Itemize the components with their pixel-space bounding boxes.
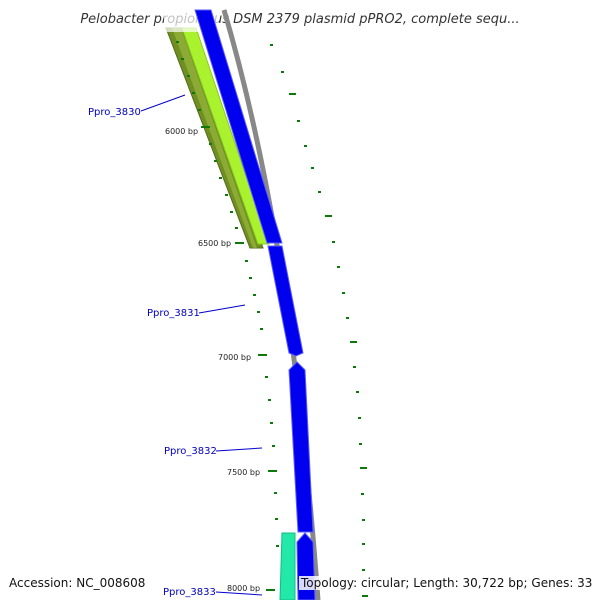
gene-label-ppro3833[interactable]: Ppro_3833 [163, 587, 216, 598]
cds-arc-ppro3830 [194, 9, 283, 244]
gene-label-ppro3830[interactable]: Ppro_3830 [88, 107, 141, 118]
tick-label-7000: 7000 bp [218, 353, 251, 362]
sequence-summary: Topology: circular; Length: 30,722 bp; G… [299, 576, 595, 590]
cds-arc-ppro3831 [267, 245, 304, 357]
tick-label-8000: 8000 bp [227, 584, 260, 593]
map-title: Pelobacter propionicus DSM 2379 plasmid … [80, 12, 519, 27]
gene-label-ppro3832[interactable]: Ppro_3832 [164, 446, 217, 457]
gene-label-ppro3831[interactable]: Ppro_3831 [147, 308, 200, 319]
gc-content-track [270, 44, 368, 597]
tick-label-7500: 7500 bp [227, 468, 260, 477]
tick-label-6500: 6500 bp [198, 239, 231, 248]
accession-text: Accession: NC_008608 [9, 576, 146, 590]
position-ticks [176, 41, 279, 591]
cds-arc-ppro3832 [288, 361, 314, 533]
gene-leader-lines [140, 94, 263, 596]
tick-label-6000: 6000 bp [165, 127, 198, 136]
gene-arc-olive-highlight [172, 28, 257, 248]
gene-arc-teal [279, 532, 296, 600]
